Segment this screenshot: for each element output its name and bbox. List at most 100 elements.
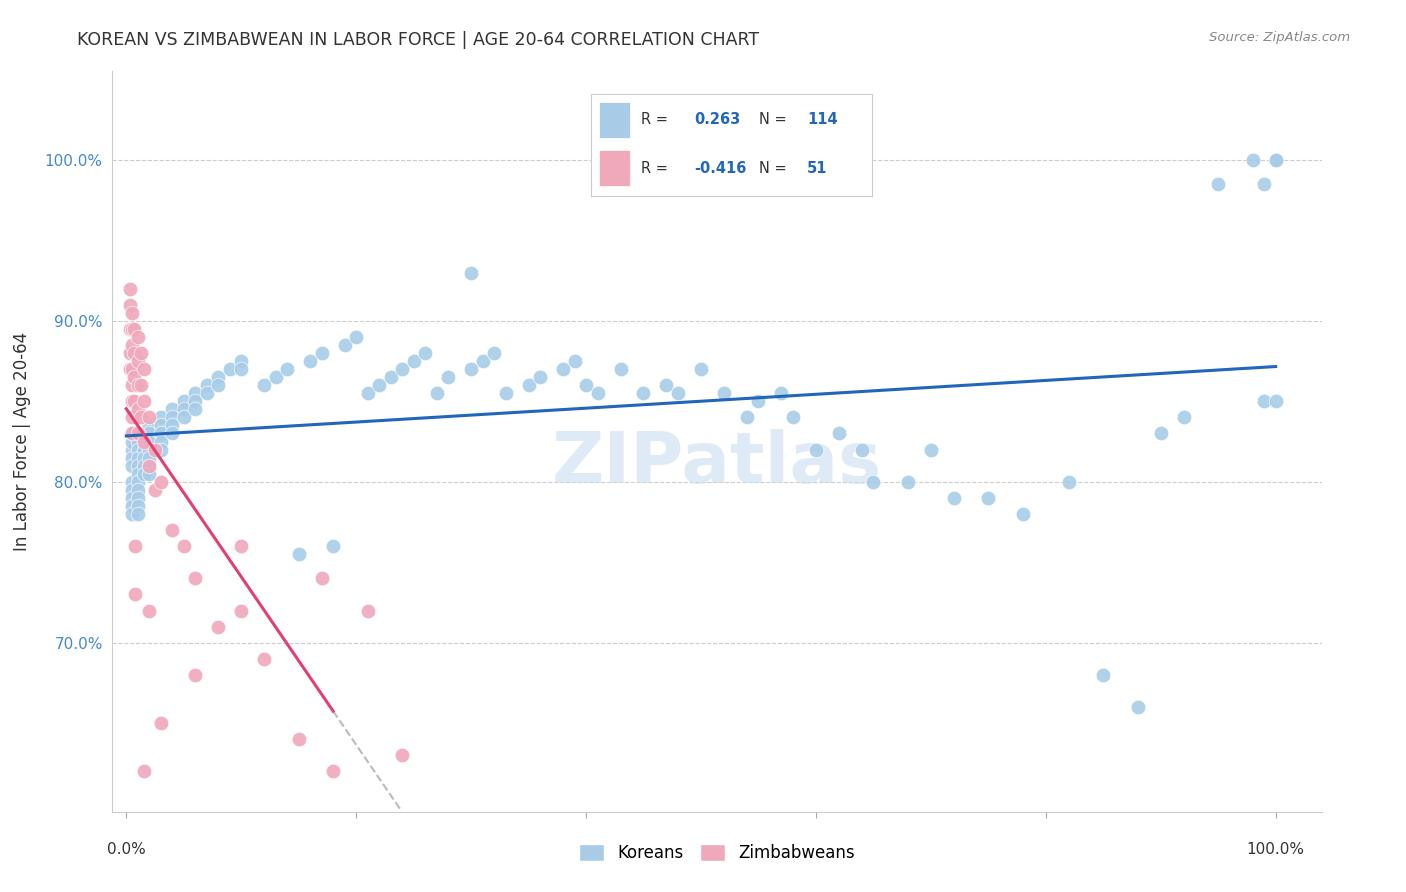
Point [231, 354, 253, 368]
Point [132, 394, 155, 409]
Y-axis label: In Labor Force | Age 20-64: In Labor Force | Age 20-64 [13, 332, 31, 551]
Point [1264, 153, 1286, 167]
Text: 0.263: 0.263 [695, 112, 741, 128]
Point [127, 450, 149, 465]
Point [121, 362, 143, 376]
Point [162, 418, 184, 433]
Point [311, 346, 333, 360]
Point [124, 370, 146, 384]
Point [322, 539, 344, 553]
Point [149, 434, 172, 449]
Point [132, 764, 155, 779]
Point [173, 539, 195, 553]
Point [828, 426, 851, 441]
Point [413, 346, 436, 360]
Text: N =: N = [759, 112, 787, 128]
Point [129, 410, 152, 425]
Text: KOREAN VS ZIMBABWEAN IN LABOR FORCE | AGE 20-64 CORRELATION CHART: KOREAN VS ZIMBABWEAN IN LABOR FORCE | AG… [77, 31, 759, 49]
Point [782, 410, 804, 425]
Point [426, 386, 449, 401]
Text: ZIPatlas: ZIPatlas [553, 429, 882, 499]
Point [124, 346, 146, 360]
Point [127, 491, 149, 505]
Point [127, 499, 149, 513]
Point [173, 394, 195, 409]
Point [132, 434, 155, 449]
Point [184, 571, 207, 585]
Point [162, 426, 184, 441]
Point [437, 370, 460, 384]
Point [132, 467, 155, 481]
Point [287, 547, 309, 561]
Point [564, 354, 586, 368]
Point [118, 282, 141, 296]
Point [1264, 394, 1286, 409]
Point [368, 378, 391, 392]
Point [586, 386, 609, 401]
Point [121, 483, 143, 497]
Point [121, 410, 143, 425]
Point [311, 571, 333, 585]
Point [495, 386, 517, 401]
Point [460, 266, 482, 280]
Point [121, 458, 143, 473]
Point [920, 442, 942, 457]
Point [575, 378, 598, 392]
Point [121, 426, 143, 441]
Point [138, 603, 160, 617]
Point [655, 378, 678, 392]
Point [138, 467, 160, 481]
Point [322, 764, 344, 779]
Point [1253, 177, 1275, 191]
Point [127, 467, 149, 481]
Point [149, 410, 172, 425]
Point [138, 410, 160, 425]
Point [121, 338, 143, 352]
Text: N =: N = [759, 161, 787, 176]
Point [482, 346, 505, 360]
Point [1150, 426, 1173, 441]
Point [138, 458, 160, 473]
Point [173, 402, 195, 417]
Point [529, 370, 551, 384]
Point [127, 354, 149, 368]
Point [149, 475, 172, 489]
Point [851, 442, 873, 457]
Point [735, 410, 758, 425]
Point [1057, 475, 1080, 489]
Point [207, 370, 229, 384]
Point [121, 426, 143, 441]
Point [460, 362, 482, 376]
Point [124, 322, 146, 336]
Point [127, 458, 149, 473]
Point [184, 386, 207, 401]
Point [471, 354, 494, 368]
Point [121, 450, 143, 465]
Point [124, 587, 146, 601]
Point [977, 491, 1000, 505]
Point [299, 354, 322, 368]
Point [127, 483, 149, 497]
Point [127, 442, 149, 457]
Point [747, 394, 769, 409]
Point [118, 346, 141, 360]
Point [132, 362, 155, 376]
Point [121, 434, 143, 449]
Point [633, 386, 655, 401]
Point [770, 386, 793, 401]
Point [173, 410, 195, 425]
Point [127, 507, 149, 521]
Point [897, 475, 920, 489]
Point [287, 732, 309, 747]
Point [231, 362, 253, 376]
Point [184, 668, 207, 682]
Point [127, 402, 149, 417]
Point [127, 330, 149, 344]
Point [207, 378, 229, 392]
Point [121, 442, 143, 457]
Point [713, 386, 735, 401]
Point [1264, 153, 1286, 167]
Point [391, 748, 413, 763]
Point [132, 434, 155, 449]
Point [138, 434, 160, 449]
